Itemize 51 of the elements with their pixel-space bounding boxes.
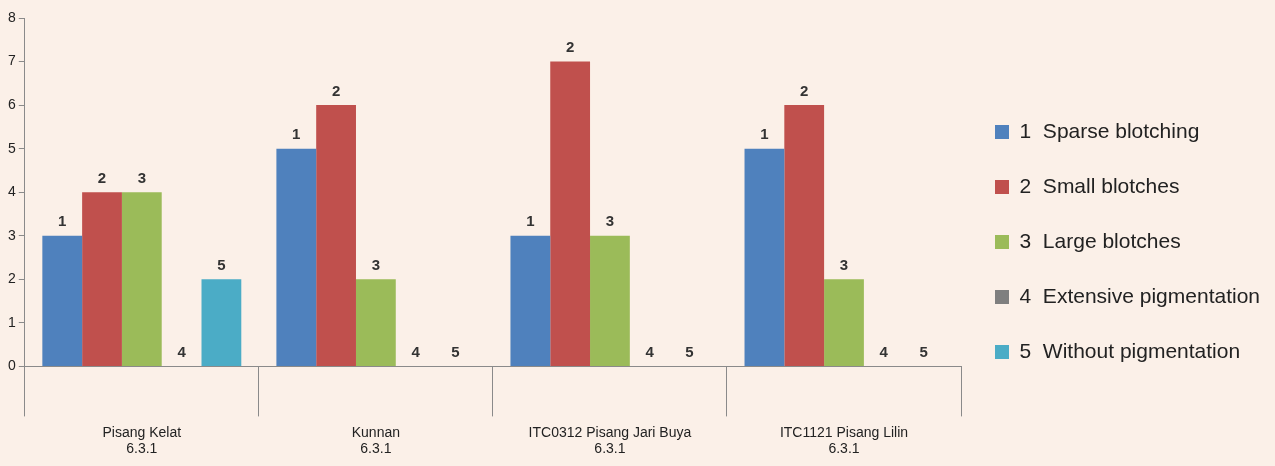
annotation: 2: [97, 168, 107, 186]
annotation: 4: [879, 343, 889, 361]
annotation: 1: [58, 212, 67, 230]
annotation: 4: [177, 343, 187, 361]
x-tick-label: Pisang Kelat 6.3.1: [102, 423, 182, 457]
bar: [824, 279, 864, 366]
bar: [42, 235, 83, 366]
bar: [550, 61, 591, 366]
annotation: 5: [451, 343, 460, 361]
annotation: 5: [217, 255, 226, 273]
annotation: 2: [800, 81, 809, 99]
bar: [121, 192, 162, 366]
annotation: 1: [526, 212, 535, 230]
x-tick-label: ITC0312 Pisang Jari Buya 6.3.1: [528, 423, 692, 457]
y-tick-label: 5: [7, 139, 16, 156]
annotation: 2: [565, 38, 575, 56]
annotation: 4: [411, 343, 421, 361]
annotation: 5: [919, 343, 928, 361]
y-tick-label: 3: [7, 226, 16, 243]
y-tick-label: 2: [7, 270, 16, 287]
bar: [784, 105, 825, 366]
legend-label: 3 Large blotches: [1019, 228, 1181, 252]
bar: [355, 279, 396, 366]
annotation: 1: [292, 125, 301, 143]
legend-label: 4 Extensive pigmentation: [1019, 283, 1261, 307]
bar: [316, 105, 356, 366]
bar: [82, 192, 122, 366]
annotation: 3: [371, 255, 381, 273]
y-tick-label: 0: [7, 357, 16, 374]
annotation: 5: [685, 343, 694, 361]
x-tick-label: Kunnan 6.3.1: [351, 423, 401, 457]
y-tick-label: 7: [7, 52, 16, 69]
legend-label: 5 Without pigmentation: [1019, 338, 1241, 362]
y-tick-label: 6: [7, 95, 16, 112]
y-tick-label: 4: [7, 183, 16, 200]
annotation: 3: [839, 255, 849, 273]
annotation: 2: [331, 81, 341, 99]
y-tick-label: 8: [7, 8, 16, 25]
annotation: 3: [137, 168, 146, 186]
annotation: 4: [645, 343, 655, 361]
bar: [510, 235, 551, 366]
bar: [276, 148, 317, 366]
bar: [590, 235, 630, 366]
annotation: 3: [605, 212, 615, 230]
legend-label: 2 Small blotches: [1019, 173, 1180, 197]
legend-label: 1 Sparse blotching: [1019, 118, 1200, 142]
y-tick-label: 1: [7, 313, 16, 330]
x-tick-label: ITC1121 Pisang Lilin 6.3.1: [779, 423, 909, 457]
annotation: 1: [760, 125, 769, 143]
bar: [744, 148, 785, 366]
bar: [201, 279, 242, 366]
